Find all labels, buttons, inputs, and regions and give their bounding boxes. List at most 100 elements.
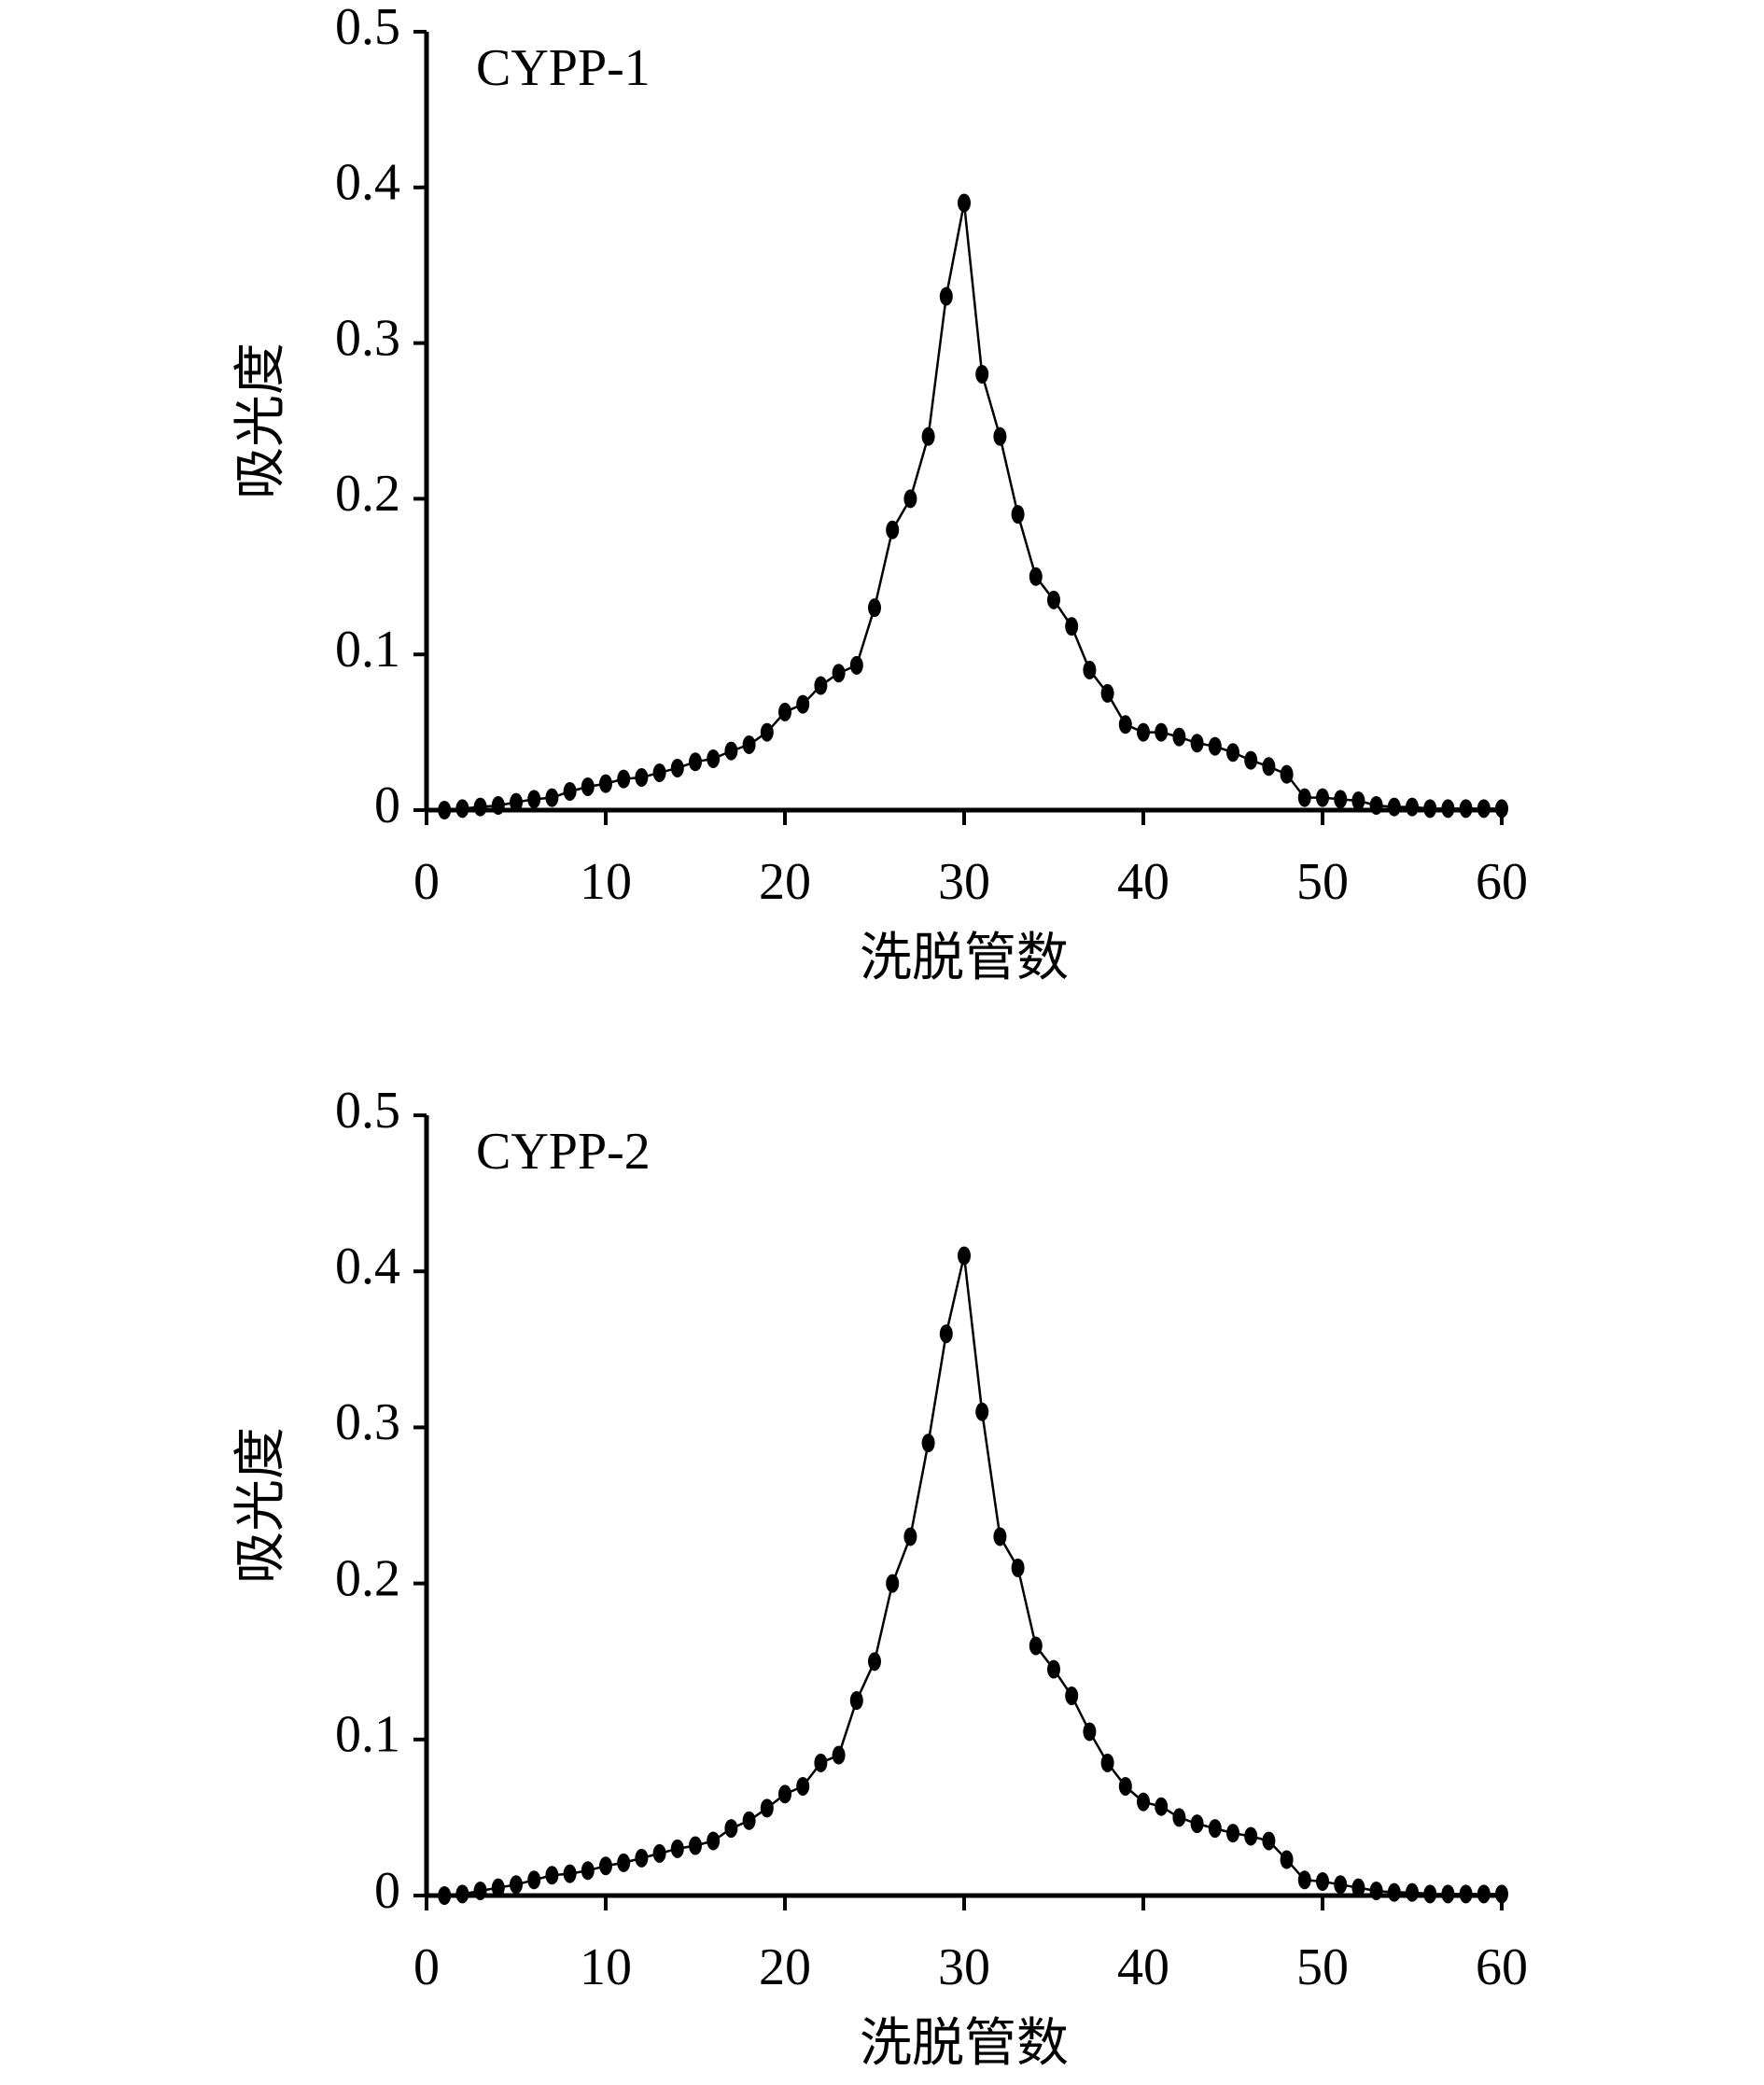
- data-point: [1172, 727, 1186, 747]
- x-tick-label: 0: [413, 1938, 440, 1996]
- data-point: [1262, 1831, 1276, 1851]
- x-axis-label: 洗脱管数: [860, 2015, 1069, 2073]
- data-point: [886, 520, 900, 539]
- data-point: [742, 1811, 756, 1830]
- data-point: [760, 1798, 774, 1818]
- data-point: [527, 790, 541, 809]
- data-point: [438, 1886, 452, 1905]
- data-point: [527, 1870, 541, 1890]
- data-point: [1369, 1881, 1383, 1900]
- y-tick-label: 0.1: [335, 621, 400, 679]
- data-point: [1477, 799, 1491, 819]
- data-point: [724, 1819, 738, 1839]
- data-point: [455, 1884, 469, 1904]
- data-point: [707, 749, 721, 768]
- data-point: [1459, 799, 1473, 819]
- data-point: [1065, 1686, 1079, 1705]
- data-point: [1316, 788, 1329, 807]
- x-tick-label: 10: [580, 853, 632, 911]
- data-point: [545, 1866, 559, 1885]
- data-point: [868, 1652, 881, 1672]
- data-point: [581, 777, 595, 796]
- y-tick-label: 0.4: [335, 1238, 400, 1295]
- data-point: [778, 702, 791, 721]
- data-point: [1387, 797, 1401, 817]
- x-tick-label: 0: [413, 853, 440, 911]
- x-tick-label: 40: [1117, 1938, 1169, 1996]
- data-point: [545, 788, 559, 807]
- y-tick-label: 0: [374, 777, 400, 834]
- data-point: [1441, 799, 1455, 819]
- data-point: [868, 598, 881, 618]
- y-tick-label: 0.2: [335, 465, 400, 523]
- data-point: [1297, 1870, 1311, 1890]
- data-point: [1226, 1824, 1239, 1843]
- data-point: [903, 1527, 917, 1546]
- data-point: [1495, 1884, 1508, 1904]
- data-point: [473, 797, 487, 817]
- y-tick-label: 0.4: [335, 154, 400, 212]
- data-point: [1316, 1871, 1329, 1891]
- data-point: [652, 1843, 666, 1863]
- data-point: [975, 364, 989, 384]
- data-point: [1406, 797, 1419, 817]
- data-point: [491, 795, 505, 815]
- data-point: [599, 774, 612, 793]
- data-point: [1029, 567, 1043, 586]
- y-axis-label: 吸光度: [232, 1427, 290, 1584]
- data-point: [1477, 1884, 1491, 1904]
- data-point: [921, 427, 935, 446]
- data-point: [1029, 1636, 1043, 1656]
- data-point: [635, 767, 649, 787]
- data-point: [1369, 795, 1383, 815]
- data-point: [599, 1856, 612, 1876]
- data-point: [921, 1434, 935, 1453]
- data-point: [1172, 1808, 1186, 1827]
- data-point: [832, 664, 846, 683]
- data-point: [1011, 1558, 1025, 1577]
- data-point: [563, 1864, 577, 1883]
- data-point: [1226, 743, 1239, 763]
- data-point: [1100, 1753, 1114, 1772]
- data-point: [491, 1878, 505, 1897]
- data-point: [1100, 683, 1114, 703]
- data-point: [670, 1839, 684, 1858]
- x-tick-label: 50: [1296, 853, 1349, 911]
- data-point: [814, 676, 828, 695]
- data-point: [1495, 799, 1508, 819]
- data-point: [1244, 1826, 1258, 1846]
- data-point: [760, 722, 774, 742]
- data-point: [993, 1527, 1007, 1546]
- data-point: [1083, 1722, 1097, 1742]
- data-point: [652, 763, 666, 782]
- x-tick-label: 10: [580, 1938, 632, 1996]
- data-point: [886, 1574, 900, 1593]
- data-point: [510, 792, 523, 812]
- annotation: CYPP-2: [476, 1123, 651, 1181]
- data-point: [1137, 722, 1150, 742]
- annotation: CYPP-1: [476, 39, 651, 97]
- data-point: [689, 1836, 702, 1855]
- data-line: [444, 1255, 1502, 1897]
- data-point: [617, 769, 631, 789]
- data-line: [444, 203, 1502, 812]
- data-point: [1280, 764, 1294, 784]
- data-point: [742, 735, 756, 754]
- x-tick-label: 40: [1117, 853, 1169, 911]
- data-point: [958, 1246, 971, 1266]
- data-point: [814, 1753, 828, 1772]
- x-tick-label: 30: [938, 1938, 990, 1996]
- data-point: [796, 694, 810, 714]
- data-point: [778, 1784, 791, 1804]
- x-tick-label: 20: [759, 853, 811, 911]
- data-point: [563, 781, 577, 801]
- data-point: [1208, 1819, 1222, 1839]
- data-point: [1118, 1776, 1132, 1796]
- x-tick-label: 60: [1476, 853, 1528, 911]
- x-tick-label: 50: [1296, 1938, 1349, 1996]
- data-point: [975, 1402, 989, 1421]
- data-point: [1459, 1884, 1473, 1904]
- data-point: [1262, 757, 1276, 777]
- data-point: [1423, 1884, 1437, 1904]
- data-point: [438, 801, 452, 819]
